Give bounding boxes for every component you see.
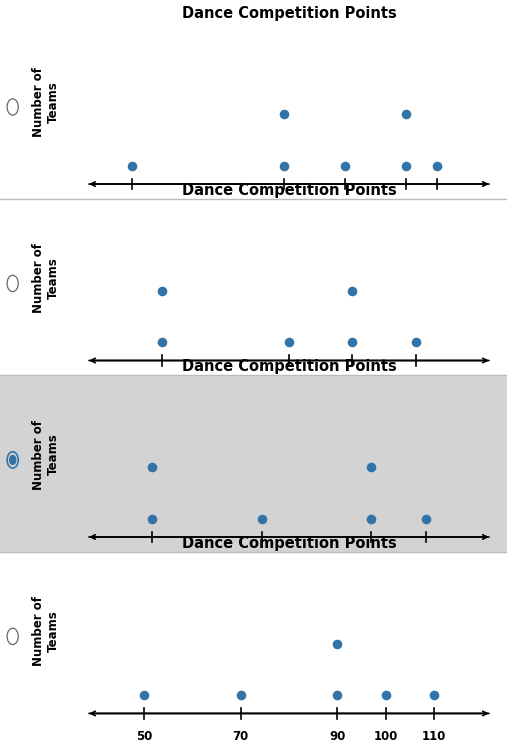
Title: Dance Competition Points: Dance Competition Points [182,359,396,374]
Title: Dance Competition Points: Dance Competition Points [182,183,396,198]
Text: Points: Points [266,407,312,420]
Point [367,513,375,525]
Text: 50: 50 [136,730,152,742]
Point [348,336,356,348]
Text: 100: 100 [425,200,449,213]
Point [422,513,430,525]
Point [148,513,156,525]
Text: 90: 90 [363,553,379,566]
Text: 100: 100 [340,377,365,389]
Text: 70: 70 [233,730,249,742]
Point [341,160,349,172]
Point [148,461,156,473]
Text: Number of
Teams: Number of Teams [31,596,60,666]
Point [258,513,266,525]
Point [158,285,166,296]
Point [237,689,245,701]
Text: Number of
Teams: Number of Teams [31,243,60,313]
Text: 110: 110 [422,730,446,742]
Text: 110: 110 [404,377,428,389]
Point [158,336,166,348]
Text: Points: Points [266,230,312,244]
Point [140,689,148,701]
Point [285,336,293,348]
Text: Points: Points [266,583,312,597]
Text: Number of
Teams: Number of Teams [31,67,60,137]
Text: 50: 50 [144,553,160,566]
Text: 70: 70 [154,377,170,389]
Text: 100: 100 [373,730,398,742]
Text: 70: 70 [337,200,353,213]
Point [280,108,288,120]
Point [367,461,375,473]
Point [348,285,356,296]
Text: 90: 90 [281,377,297,389]
Point [433,160,441,172]
Point [412,336,420,348]
Point [280,160,288,172]
Point [128,160,136,172]
Title: Dance Competition Points: Dance Competition Points [182,6,396,21]
Point [430,689,438,701]
Text: Number of
Teams: Number of Teams [31,420,60,490]
Point [333,637,341,649]
Text: 100: 100 [414,553,438,566]
Point [381,689,389,701]
Text: 90: 90 [398,200,415,213]
Point [333,689,341,701]
Text: 70: 70 [254,553,270,566]
Text: 0: 0 [128,200,136,213]
Title: Dance Competition Points: Dance Competition Points [182,536,396,551]
Point [403,108,411,120]
Text: 90: 90 [329,730,345,742]
Point [403,160,411,172]
Text: 50: 50 [276,200,293,213]
